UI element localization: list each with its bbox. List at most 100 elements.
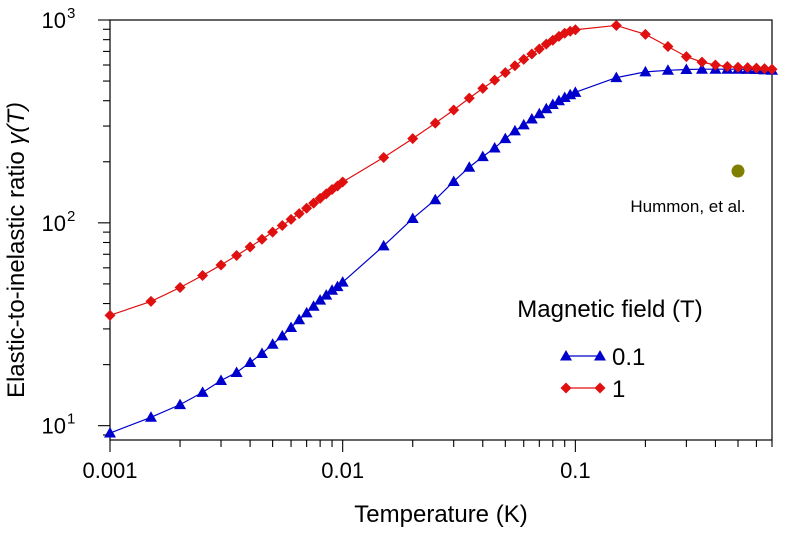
data-point — [255, 347, 268, 358]
data-point — [256, 233, 268, 245]
y-tick-exponent: 3 — [67, 5, 75, 22]
data-point — [314, 294, 327, 305]
data-point — [569, 24, 581, 36]
data-point — [293, 208, 305, 220]
series-field-1 — [104, 19, 778, 321]
data-point — [336, 276, 349, 287]
x-axis-label: Temperature (K) — [354, 501, 527, 528]
data-point — [499, 132, 512, 144]
legend-marker — [560, 382, 572, 394]
data-point — [463, 161, 476, 172]
data-point — [293, 313, 306, 325]
data-point — [540, 102, 553, 114]
data-point — [429, 117, 441, 129]
x-tick-label: 0.01 — [321, 458, 364, 483]
data-point — [661, 64, 674, 75]
data-point — [569, 86, 582, 97]
data-point — [429, 193, 442, 205]
data-point — [407, 133, 419, 145]
data-point — [144, 411, 157, 422]
data-point — [285, 321, 298, 332]
data-point — [104, 427, 116, 438]
y-tick-exponent: 2 — [67, 208, 75, 225]
y-axis-label-symbol: γ(T) — [3, 102, 30, 145]
data-point — [308, 197, 320, 209]
data-point — [709, 59, 721, 71]
data-point — [230, 366, 243, 377]
reference-point-marker — [731, 164, 745, 178]
data-point — [174, 281, 186, 293]
y-tick-label: 10 — [42, 414, 66, 439]
data-point — [337, 176, 349, 188]
y-tick-label: 10 — [42, 211, 66, 236]
data-point — [610, 71, 623, 83]
data-point — [750, 62, 762, 74]
data-point — [377, 239, 390, 251]
data-point — [533, 43, 545, 55]
data-point — [759, 63, 771, 75]
data-point — [639, 65, 652, 77]
data-point — [518, 53, 530, 65]
series-line — [109, 24, 773, 316]
data-point — [477, 82, 489, 94]
data-point — [546, 98, 559, 110]
data-point — [231, 250, 243, 262]
data-point — [696, 56, 708, 68]
legend: Magnetic field (T) 0.1 1 — [517, 296, 702, 403]
series-layer — [104, 19, 778, 438]
data-point — [552, 94, 565, 106]
legend-label: 0.1 — [612, 344, 645, 371]
data-point — [197, 270, 209, 282]
data-point — [174, 398, 187, 410]
legend-marker — [594, 350, 606, 361]
data-point — [662, 41, 674, 53]
series-field-0-1 — [104, 63, 778, 438]
data-point — [266, 338, 279, 349]
data-point — [680, 51, 692, 63]
data-point — [732, 61, 744, 73]
data-point — [301, 202, 313, 214]
data-point — [285, 213, 297, 225]
data-point — [499, 67, 511, 79]
legend-title: Magnetic field (T) — [517, 296, 702, 323]
y-axis-label: Elastic-to-inelastic ratio γ(T) — [3, 102, 30, 398]
data-point — [276, 329, 289, 341]
data-point — [196, 386, 209, 397]
legend-marker — [560, 350, 572, 361]
data-point — [680, 63, 693, 75]
data-point — [509, 60, 521, 72]
data-point — [215, 259, 227, 271]
data-point — [526, 48, 538, 60]
y-axis-label-text: Elastic-to-inelastic ratio — [3, 145, 30, 398]
y-tick-exponent: 1 — [67, 411, 75, 428]
data-point — [517, 118, 530, 130]
data-point — [463, 92, 475, 104]
data-point — [276, 220, 288, 232]
data-point — [533, 107, 546, 119]
data-point — [695, 63, 708, 74]
legend-marker — [594, 382, 606, 394]
data-point — [244, 241, 256, 253]
data-point — [104, 309, 116, 321]
data-point — [558, 91, 571, 102]
x-tick-label: 0.1 — [560, 458, 591, 483]
data-point — [508, 124, 521, 136]
data-point — [267, 226, 279, 238]
data-point — [742, 62, 754, 74]
data-point — [448, 104, 460, 116]
data-point — [721, 60, 733, 72]
x-tick-label: 0.001 — [82, 458, 137, 483]
legend-label: 1 — [612, 376, 625, 403]
data-point — [489, 74, 501, 86]
data-point — [378, 151, 390, 163]
data-point — [639, 28, 651, 40]
data-point — [447, 175, 460, 186]
data-point — [610, 19, 622, 31]
data-point — [476, 150, 489, 162]
data-point — [406, 212, 419, 224]
data-point — [300, 306, 313, 318]
data-point — [244, 356, 257, 367]
